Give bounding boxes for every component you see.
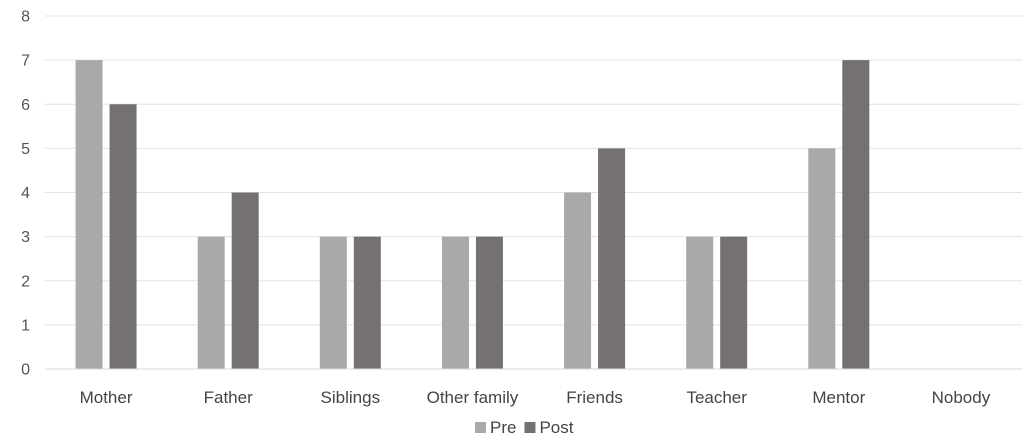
bar-post-father xyxy=(231,192,259,369)
legend-label-pre: Pre xyxy=(490,418,516,437)
legend-swatch-pre xyxy=(475,422,486,433)
x-category-label: Teacher xyxy=(686,388,747,407)
y-tick-label: 6 xyxy=(21,97,30,114)
gridlines xyxy=(45,15,1022,326)
x-category-label: Mentor xyxy=(812,388,865,407)
bars xyxy=(75,60,870,369)
y-tick-label: 2 xyxy=(21,273,30,290)
bar-pre-father xyxy=(197,236,225,369)
bar-post-teacher xyxy=(720,236,748,369)
y-tick-label: 7 xyxy=(21,53,30,70)
y-tick-label: 3 xyxy=(21,229,30,246)
bar-post-other-family xyxy=(475,236,503,369)
bar-post-mother xyxy=(109,104,137,369)
legend-swatch-post xyxy=(524,422,536,433)
legend: Pre Post xyxy=(475,418,574,437)
x-category-label: Friends xyxy=(566,388,623,407)
y-tick-label: 1 xyxy=(21,317,30,334)
x-category-label: Nobody xyxy=(932,388,991,407)
bar-pre-mother xyxy=(75,60,103,369)
x-axis-categories: Mother Father Siblings Other family Friends T… xyxy=(80,388,991,407)
bar-pre-friends xyxy=(564,192,592,369)
y-tick-label: 4 xyxy=(21,185,30,202)
bar-pre-mentor xyxy=(808,148,836,369)
legend-label-post: Post xyxy=(539,418,573,437)
bar-pre-siblings xyxy=(319,236,347,369)
bar-pre-other-family xyxy=(441,236,469,369)
x-category-label: Father xyxy=(204,388,253,407)
bar-post-siblings xyxy=(353,236,381,369)
y-axis-ticks: 0 1 2 3 4 5 6 7 8 xyxy=(21,9,30,379)
y-tick-label: 8 xyxy=(21,9,30,26)
y-tick-label: 0 xyxy=(21,362,30,379)
x-category-label: Other family xyxy=(427,388,519,407)
y-tick-label: 5 xyxy=(21,141,30,158)
x-category-label: Siblings xyxy=(321,388,381,407)
bar-post-friends xyxy=(598,148,626,369)
bar-pre-teacher xyxy=(686,236,714,369)
x-category-label: Mother xyxy=(80,388,133,407)
bar-post-mentor xyxy=(842,60,870,369)
